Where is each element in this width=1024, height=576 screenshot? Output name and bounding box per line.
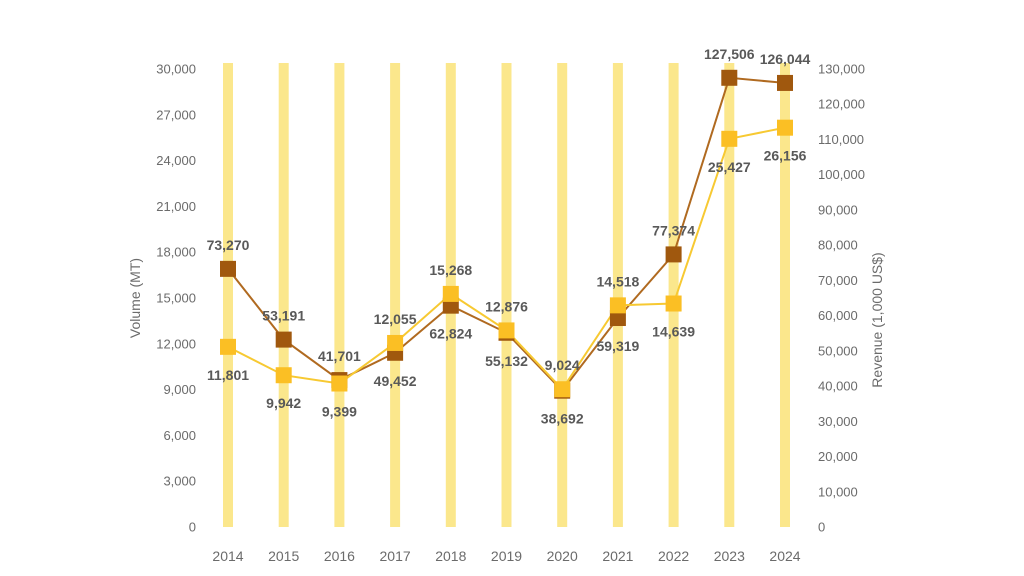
revenue-point-2022 [665, 246, 682, 263]
volume-data-label: 14,639 [652, 324, 695, 340]
x-axis-ticks: 2014 2015 2016 2017 2018 2019 2020 2021 2022 2023… [212, 548, 800, 564]
volume-point-2015 [275, 367, 292, 384]
x-tick-label: 2015 [268, 548, 299, 564]
x-tick-label: 2022 [658, 548, 689, 564]
x-tick-label: 2016 [324, 548, 355, 564]
x-tick-label: 2024 [769, 548, 800, 564]
volume-point-2017 [387, 334, 404, 351]
bar-2021 [612, 63, 623, 527]
revenue-point-2014 [220, 260, 236, 277]
bar-2022 [668, 63, 679, 527]
revenue-point-2015 [275, 331, 292, 348]
left-tick-label: 6,000 [163, 428, 196, 443]
left-tick-label: 3,000 [163, 474, 196, 489]
right-tick-label: 70,000 [818, 273, 858, 288]
volume-point-2019 [498, 322, 515, 339]
bar-2024 [780, 63, 790, 527]
bar-2016 [334, 63, 345, 527]
volume-data-label: 14,518 [596, 273, 639, 289]
left-axis-title: Volume (MT) [127, 258, 143, 338]
right-tick-label: 10,000 [818, 484, 858, 499]
volume-data-label: 11,801 [207, 367, 249, 383]
volume-data-label: 9,024 [545, 357, 580, 373]
right-tick-label: 0 [818, 520, 825, 535]
volume-data-label: 9,942 [266, 395, 301, 411]
revenue-data-label: 38,692 [541, 411, 584, 427]
revenue-data-label: 53,191 [262, 308, 305, 324]
bars-layer [223, 63, 790, 527]
left-tick-label: 27,000 [156, 107, 196, 122]
x-tick-label: 2018 [435, 548, 466, 564]
revenue-data-label: 59,319 [596, 338, 639, 354]
bar-2015 [278, 63, 289, 527]
revenue-data-label: 41,701 [318, 348, 361, 364]
x-tick-label: 2017 [380, 548, 411, 564]
volume-data-label: 15,268 [429, 262, 472, 278]
left-axis-ticks: 0 3,000 6,000 9,000 12,000 15,000 18,000 21,000… [156, 62, 196, 535]
volume-point-2023 [721, 130, 738, 147]
right-tick-label: 100,000 [818, 167, 865, 182]
revenue-data-label: 73,270 [207, 237, 250, 253]
bar-2019 [501, 63, 512, 527]
left-tick-label: 30,000 [156, 62, 196, 77]
data-labels-layer: 11,801 9,942 9,399 12,055 15,268 12,876 9,024 1… [207, 46, 811, 427]
right-axis-title: Revenue (1,000 US$) [869, 252, 885, 387]
volume-point-2022 [665, 295, 682, 312]
volume-point-2021 [609, 297, 626, 314]
left-tick-label: 24,000 [156, 153, 196, 168]
right-tick-label: 50,000 [818, 343, 858, 358]
revenue-point-2024 [777, 74, 793, 91]
revenue-data-label: 127,506 [704, 46, 755, 62]
volume-point-2020 [554, 381, 571, 398]
x-tick-label: 2014 [212, 548, 243, 564]
bar-2023 [724, 63, 735, 527]
bar-2014 [223, 63, 233, 527]
revenue-data-label: 55,132 [485, 353, 528, 369]
left-tick-label: 18,000 [156, 245, 196, 260]
x-tick-label: 2020 [547, 548, 578, 564]
left-tick-label: 21,000 [156, 199, 196, 214]
right-tick-label: 20,000 [818, 449, 858, 464]
revenue-point-2023 [721, 69, 738, 86]
left-tick-label: 9,000 [163, 382, 196, 397]
x-tick-label: 2023 [714, 548, 745, 564]
volume-point-2018 [442, 285, 459, 302]
volume-data-label: 25,427 [708, 159, 751, 175]
revenue-data-label: 62,824 [429, 326, 472, 342]
x-tick-label: 2021 [602, 548, 633, 564]
left-tick-label: 12,000 [156, 336, 196, 351]
right-tick-label: 130,000 [818, 62, 865, 77]
volume-point-2016 [331, 375, 348, 392]
bar-2020 [557, 63, 568, 527]
volume-data-label: 12,055 [374, 311, 417, 327]
right-tick-label: 90,000 [818, 202, 858, 217]
right-tick-label: 80,000 [818, 238, 858, 253]
right-tick-label: 40,000 [818, 379, 858, 394]
revenue-data-label: 77,374 [652, 222, 695, 238]
revenue-data-label: 49,452 [374, 373, 417, 389]
right-axis-ticks: 0 10,000 20,000 30,000 40,000 50,000 60,000 70,… [818, 62, 865, 535]
bar-2017 [390, 63, 401, 527]
right-tick-label: 60,000 [818, 308, 858, 323]
left-tick-label: 15,000 [156, 291, 196, 306]
volume-point-2014 [220, 338, 236, 355]
volume-data-label: 26,156 [764, 148, 807, 164]
markers-layer [220, 69, 793, 399]
revenue-point-2021 [609, 310, 626, 327]
right-tick-label: 120,000 [818, 97, 865, 112]
left-tick-label: 0 [189, 520, 196, 535]
volume-point-2024 [777, 119, 793, 136]
revenue-data-label: 126,044 [760, 51, 811, 67]
x-tick-label: 2019 [491, 548, 522, 564]
right-tick-label: 110,000 [818, 132, 864, 147]
volume-data-label: 12,876 [485, 298, 528, 314]
volume-data-label: 9,399 [322, 404, 357, 420]
right-tick-label: 30,000 [818, 414, 858, 429]
